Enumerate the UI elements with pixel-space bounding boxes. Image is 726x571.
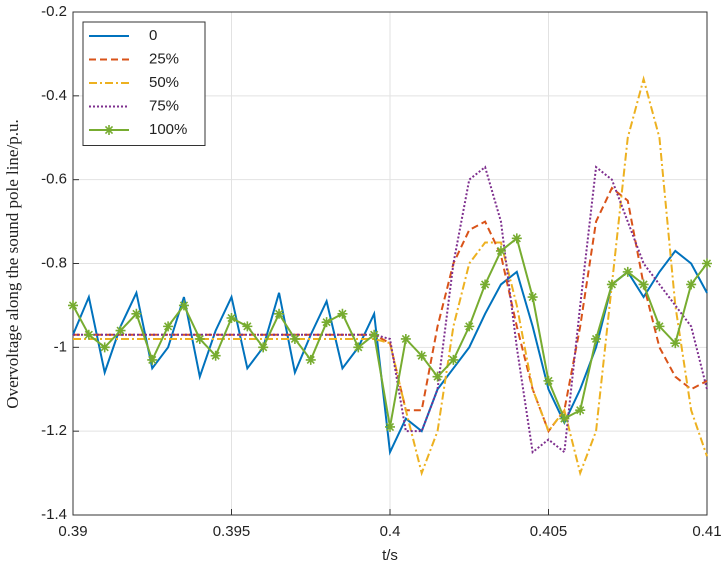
- x-tick-label: 0.4: [380, 523, 401, 540]
- legend-label: 0: [149, 27, 157, 44]
- marker: [274, 308, 285, 319]
- marker: [464, 321, 475, 332]
- marker: [115, 325, 126, 336]
- marker: [543, 375, 554, 386]
- marker: [575, 405, 586, 416]
- marker: [289, 333, 300, 344]
- marker: [178, 300, 189, 311]
- y-tick-label: -0.4: [41, 87, 67, 104]
- legend-label: 100%: [149, 121, 187, 138]
- y-tick-label: -1: [54, 338, 67, 355]
- marker: [337, 308, 348, 319]
- marker: [258, 342, 269, 353]
- marker: [210, 350, 221, 361]
- marker: [622, 266, 633, 277]
- marker: [654, 321, 665, 332]
- marker: [495, 245, 506, 256]
- marker: [400, 333, 411, 344]
- marker: [242, 321, 253, 332]
- marker: [385, 421, 395, 432]
- marker: [147, 354, 158, 365]
- marker: [83, 329, 94, 340]
- legend-label: 50%: [149, 74, 179, 91]
- y-tick-label: -0.8: [41, 254, 67, 271]
- marker: [591, 333, 602, 344]
- x-tick-label: 0.395: [213, 523, 251, 540]
- series-line: [73, 75, 708, 477]
- series-line: [73, 165, 708, 455]
- marker: [559, 413, 570, 424]
- marker: [527, 292, 538, 303]
- marker: [670, 338, 681, 349]
- marker: [480, 279, 491, 290]
- legend-box: [82, 21, 206, 146]
- marker: [163, 321, 174, 332]
- marker: [131, 308, 142, 319]
- marker: [686, 279, 697, 290]
- marker: [68, 300, 78, 311]
- marker: [606, 279, 617, 290]
- y-tick-label: -1.4: [41, 506, 67, 523]
- x-tick-label: 0.39: [58, 523, 87, 540]
- marker: [702, 258, 712, 269]
- marker: [99, 342, 110, 353]
- marker: [226, 312, 237, 323]
- marker: [448, 354, 459, 365]
- x-tick-label: 0.41: [692, 523, 721, 540]
- legend-label: 75%: [149, 97, 179, 114]
- legend-label: 25%: [149, 50, 179, 67]
- marker: [305, 354, 316, 365]
- marker: [369, 329, 380, 340]
- x-tick-label: 0.405: [530, 523, 568, 540]
- y-axis-label: Overvoltage along the sound pole line/p.…: [3, 119, 22, 408]
- marker: [432, 371, 443, 382]
- marker: [353, 342, 364, 353]
- y-tick-label: -1.2: [41, 422, 67, 439]
- marker: [321, 317, 332, 328]
- x-axis-label: t/s: [382, 547, 398, 564]
- marker: [511, 233, 522, 244]
- marker: [194, 333, 205, 344]
- marker: [638, 279, 649, 290]
- y-tick-label: -0.6: [41, 171, 67, 188]
- marker: [416, 350, 427, 361]
- y-tick-label: -0.2: [41, 3, 67, 20]
- legend: 0 25% 50% 75% 100%: [82, 21, 206, 146]
- marker: [104, 125, 114, 135]
